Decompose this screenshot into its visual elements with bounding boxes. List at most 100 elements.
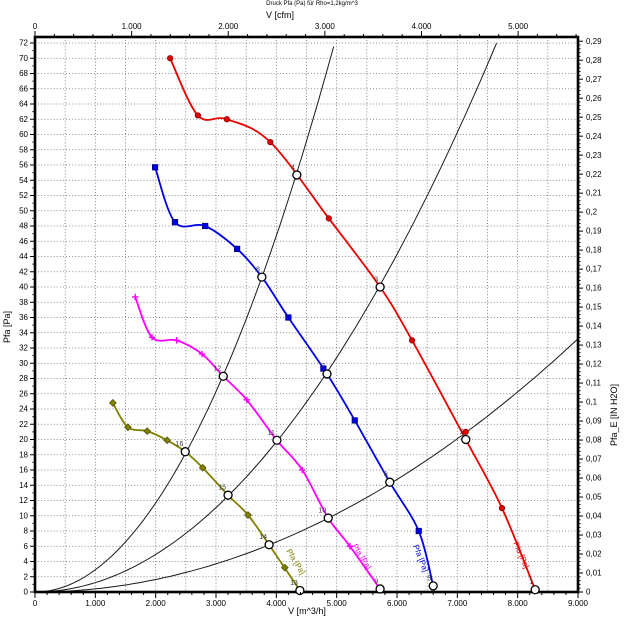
right-tick-label: 0,02 xyxy=(586,550,602,559)
right-tick-label: 0,16 xyxy=(586,284,602,293)
bottom-tick-label: 7.000 xyxy=(447,599,468,608)
right-tick-label: 0,26 xyxy=(586,94,602,103)
operating-point xyxy=(322,369,332,379)
left-tick-label: 56 xyxy=(19,161,28,170)
axis-ticks xyxy=(30,31,583,598)
left-tick-label: 12 xyxy=(19,496,28,505)
data-point-marker xyxy=(198,463,207,472)
left-tick-label: 60 xyxy=(19,130,28,139)
bottom-tick-label: 9.000 xyxy=(568,599,589,608)
top-tick-label: 4.000 xyxy=(411,22,432,31)
right-tick-label: 0,21 xyxy=(586,189,602,198)
right-tick-label: 0,22 xyxy=(586,170,602,179)
left-tick-label: 70 xyxy=(19,54,28,63)
data-point-marker xyxy=(244,511,252,519)
data-point-marker xyxy=(243,396,250,404)
bottom-tick-label: 4.000 xyxy=(266,599,287,608)
right-tick-label: 0,2 xyxy=(586,208,598,217)
left-tick-label: 68 xyxy=(19,69,28,78)
right-tick-label: 0,11 xyxy=(586,379,602,388)
operating-point-number: 4 xyxy=(291,164,295,171)
data-point-marker xyxy=(346,543,354,550)
right-tick-label: 0,29 xyxy=(586,37,602,46)
data-point-marker xyxy=(163,436,172,445)
operating-point-number: 8 xyxy=(256,267,260,274)
data-point-marker xyxy=(143,427,152,436)
top-tick-label: 0 xyxy=(33,22,38,31)
data-point-marker xyxy=(194,112,201,119)
operating-points: 4 3 2 1 8 7 6 5 12 11 10 9 16 15 14 13 xyxy=(175,164,540,596)
right-tick-label: 0,07 xyxy=(586,455,602,464)
left-tick-label: 0 xyxy=(24,588,29,597)
data-point-marker xyxy=(131,293,139,301)
bottom-tick-label: 6.000 xyxy=(387,599,408,608)
bottom-tick-label: 0 xyxy=(33,599,38,608)
left-tick-label: 8 xyxy=(24,527,29,536)
right-tick-label: 0,1 xyxy=(586,398,598,407)
right-tick-label: 0,15 xyxy=(586,303,602,312)
operating-point xyxy=(385,477,395,487)
data-point-marker xyxy=(267,139,274,146)
operating-point-number: 6 xyxy=(384,472,388,479)
operating-point xyxy=(218,371,228,381)
data-point-marker xyxy=(202,222,209,230)
data-point-marker xyxy=(198,350,206,358)
left-tick-label: 16 xyxy=(19,466,28,475)
left-tick-label: 52 xyxy=(19,191,28,200)
right-tick-label: 0,17 xyxy=(586,265,602,274)
right-tick-label: 0 xyxy=(586,588,591,597)
operating-point-number: 7 xyxy=(321,363,325,370)
left-tick-label: 30 xyxy=(19,359,28,368)
data-point-marker xyxy=(299,466,306,474)
right-tick-label: 0,09 xyxy=(586,417,602,426)
data-point-marker xyxy=(325,215,332,222)
right-tick-label: 0,01 xyxy=(586,569,602,578)
left-tick-label: 28 xyxy=(19,374,28,383)
axis-tick-labels: 0 1.000 2.000 3.000 4.000 5.000 6.000 7.000 8.00… xyxy=(19,22,602,608)
system-curve-B xyxy=(35,42,498,592)
left-tick-label: 40 xyxy=(19,283,28,292)
data-point-marker xyxy=(148,334,156,341)
operating-point-number: 16 xyxy=(175,441,183,448)
operating-point-number: 9 xyxy=(374,578,378,585)
bottom-tick-label: 2.000 xyxy=(146,599,167,608)
operating-point xyxy=(428,581,438,591)
top-tick-label: 1.000 xyxy=(122,22,143,31)
left-tick-label: 18 xyxy=(19,450,28,459)
left-tick-label: 66 xyxy=(19,84,28,93)
operating-point-number: 14 xyxy=(259,534,267,541)
left-tick-label: 6 xyxy=(24,542,29,551)
data-point-marker xyxy=(351,417,358,424)
system-curve-C xyxy=(35,338,578,592)
left-tick-label: 20 xyxy=(19,435,28,444)
operating-point-number: 13 xyxy=(290,580,298,587)
right-tick-label: 0,25 xyxy=(586,113,602,122)
bottom-tick-label: 5.000 xyxy=(327,599,348,608)
top-tick-label: 3.000 xyxy=(315,22,336,31)
right-tick-label: 0,14 xyxy=(586,322,602,331)
bottom-axis-label: V [m^3/h] xyxy=(288,606,326,616)
left-tick-label: 50 xyxy=(19,206,28,215)
fan-curve-red xyxy=(169,57,537,591)
right-tick-label: 0,27 xyxy=(586,75,602,84)
operating-point-number: 5 xyxy=(427,575,431,582)
right-tick-label: 0,04 xyxy=(586,512,602,521)
data-point-marker xyxy=(171,219,179,226)
left-tick-label: 14 xyxy=(19,481,28,490)
right-tick-label: 0,03 xyxy=(586,531,602,540)
gridlines xyxy=(35,37,578,592)
operating-point xyxy=(461,434,471,445)
operating-point xyxy=(295,585,305,596)
right-tick-label: 0,08 xyxy=(586,436,602,445)
operating-point xyxy=(264,540,274,550)
left-tick-label: 48 xyxy=(19,222,28,231)
right-tick-label: 0,19 xyxy=(586,227,602,236)
fan-curve-olive xyxy=(112,402,301,592)
right-tick-label: 0,24 xyxy=(586,132,602,141)
operating-point xyxy=(257,272,267,282)
left-tick-label: 22 xyxy=(19,420,28,429)
operating-point-number: 12 xyxy=(213,366,221,373)
data-point-marker xyxy=(280,563,289,572)
